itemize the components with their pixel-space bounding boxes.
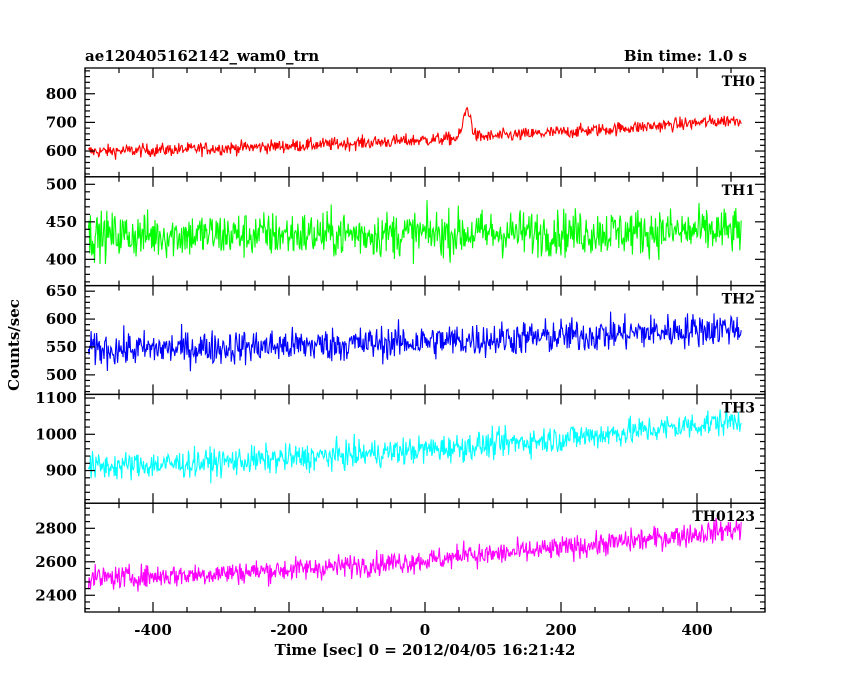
panel-label: TH2 — [722, 292, 755, 308]
x-axis-label: Time [sec] 0 = 2012/04/05 16:21:42 — [275, 641, 576, 659]
series-line-th2 — [87, 311, 742, 372]
y-tick-label: 2400 — [35, 586, 77, 604]
y-tick-label: 800 — [46, 85, 77, 103]
y-tick-label: 700 — [46, 113, 77, 131]
series-line-th1 — [87, 200, 742, 265]
y-axis-label: Counts/sec — [5, 299, 23, 391]
x-tick-label: -400 — [134, 621, 172, 639]
series-line-th0123 — [87, 517, 742, 592]
series-line-th0 — [87, 106, 742, 160]
panel-th3: 900 1000 1100 TH3 — [35, 389, 766, 504]
y-tick-label: 550 — [46, 338, 77, 356]
panel-th0123: 2400 2600 2800 TH0123 — [35, 502, 766, 613]
panel-label: TH0123 — [692, 509, 755, 525]
y-tick-label: 1000 — [35, 425, 77, 443]
y-tick-label: 900 — [46, 462, 77, 480]
panel-label: TH3 — [722, 400, 755, 416]
y-tick-label: 2800 — [35, 519, 77, 537]
chart-title: ae120405162142_wam0_trn — [85, 47, 319, 65]
y-tick-label: 500 — [46, 366, 77, 384]
y-tick-label: 400 — [46, 250, 77, 268]
y-tick-label: 2600 — [35, 553, 77, 571]
panel-label: TH0 — [722, 74, 756, 90]
y-tick-label: 600 — [46, 310, 77, 328]
panel-th2: 500 550 600 650 TH2 — [46, 282, 766, 396]
x-tick-label: 0 — [420, 621, 430, 639]
panel-th0: 600 700 800 TH0 — [46, 67, 766, 178]
y-tick-label: 1100 — [35, 389, 77, 407]
y-tick-label: 600 — [46, 142, 77, 160]
panel-label: TH1 — [722, 183, 755, 199]
series-line-th3 — [87, 405, 742, 484]
y-tick-label: 650 — [46, 282, 77, 300]
panel-th1: 400 450 500 TH1 — [46, 175, 766, 287]
panels-group: 600 700 800 TH0 400 450 500 TH1 500 550 600 650 TH2 9… — [35, 67, 766, 639]
x-tick-label: -200 — [270, 621, 308, 639]
y-tick-label: 450 — [46, 213, 77, 231]
y-tick-label: 500 — [46, 175, 77, 193]
x-tick-label: 400 — [681, 621, 712, 639]
x-tick-label: 200 — [545, 621, 576, 639]
panel-frame — [84, 502, 766, 613]
bin-time-label: Bin time: 1.0 s — [624, 47, 747, 65]
